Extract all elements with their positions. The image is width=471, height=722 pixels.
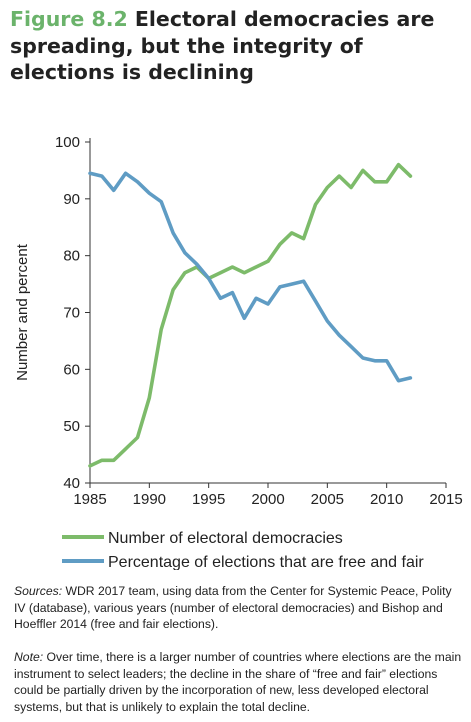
sources-text: WDR 2017 team, using data from the Cente… <box>14 584 452 631</box>
y-axis-label: Number and percent <box>14 243 31 381</box>
y-tick-label: 70 <box>63 305 80 322</box>
x-tick-label: 1985 <box>73 491 106 508</box>
x-tick-label: 1995 <box>192 491 225 508</box>
x-tick-label: 2015 <box>429 491 462 508</box>
chart-axes: 40 50 60 70 80 90 100 1985 1990 1995 2000 2005 2010 2… <box>14 134 463 508</box>
x-tick-label: 2005 <box>311 491 344 508</box>
sources-note: Sources: WDR 2017 team, using data from … <box>14 583 464 633</box>
y-tick-label: 90 <box>63 191 80 208</box>
legend-label-1: Number of electoral democracies <box>108 530 343 547</box>
figure-title: Figure 8.2 Electoral democracies are spr… <box>10 6 465 86</box>
y-tick-label: 80 <box>63 248 80 265</box>
footnote: Note: Over time, there is a larger numbe… <box>14 649 464 715</box>
legend-label-2: Percentage of elections that are free an… <box>108 554 424 570</box>
y-tick-label: 60 <box>63 361 80 378</box>
figure-label: Figure 8.2 <box>10 7 128 31</box>
y-tick-label: 40 <box>63 475 80 492</box>
figure-title-text: Electoral democracies are spreading, but… <box>10 7 435 84</box>
series-line-1 <box>88 162 413 468</box>
series-line-2 <box>88 171 413 383</box>
sources-lead: Sources: <box>14 584 63 598</box>
chart-series <box>88 162 413 468</box>
x-tick-label: 2000 <box>251 491 284 508</box>
y-tick-label: 50 <box>63 418 80 435</box>
chart-legend: Number of electoral democracies Percentag… <box>62 530 424 570</box>
note-text: Over time, there is a larger number of c… <box>14 650 462 714</box>
line-chart: 40 50 60 70 80 90 100 1985 1990 1995 2000 2005 2010 2… <box>14 134 463 570</box>
x-tick-label: 2010 <box>370 491 403 508</box>
x-tick-label: 1990 <box>133 491 166 508</box>
y-tick-label: 100 <box>55 134 80 151</box>
note-lead: Note: <box>14 650 44 664</box>
